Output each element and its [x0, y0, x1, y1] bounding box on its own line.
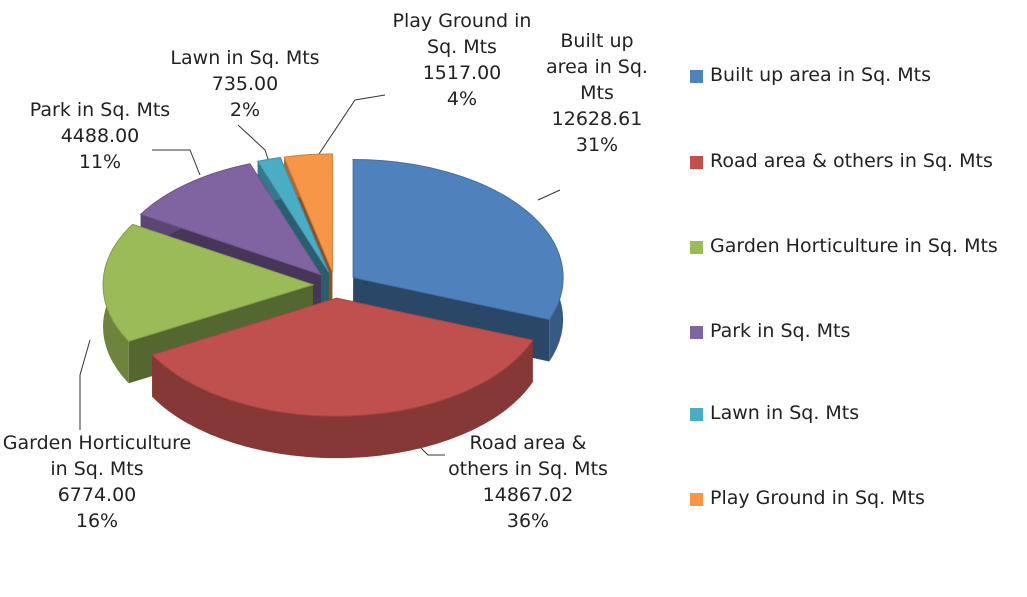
data-label-name: Park in Sq. Mts — [29, 99, 171, 121]
data-label-percent: 11% — [78, 151, 122, 173]
slice — [352, 159, 564, 321]
slice-rim — [152, 340, 533, 459]
legend-item: Garden Horticulture in Sq. Mts — [690, 233, 1027, 260]
data-label-name: Built up area in Sq. Mts — [546, 30, 648, 104]
data-label: Road area & others in Sq. Mts 14867.02 36% — [443, 430, 613, 534]
legend-label: Park in Sq. Mts — [710, 320, 851, 342]
data-label-name: Lawn in Sq. Mts — [170, 47, 320, 69]
legend-item: Lawn in Sq. Mts — [690, 400, 1027, 427]
data-label-percent: 4% — [446, 88, 478, 110]
slice — [102, 223, 315, 342]
legend-swatch — [690, 241, 703, 254]
leader-line — [314, 94, 386, 161]
data-label-percent: 31% — [575, 134, 619, 156]
legend-label: Garden Horticulture in Sq. Mts — [710, 235, 998, 257]
data-label-name: Garden Horticulture in Sq. Mts — [2, 432, 192, 480]
slice — [283, 153, 333, 273]
legend-label: Lawn in Sq. Mts — [710, 402, 860, 424]
slice — [139, 163, 323, 276]
data-label-value: 4488.00 — [60, 125, 140, 147]
leader-line — [537, 189, 561, 201]
leader-lines — [79, 94, 561, 456]
data-label: Built up area in Sq. Mts 12628.61 31% — [537, 28, 657, 158]
leader-line — [152, 149, 201, 176]
legend-item: Park in Sq. Mts — [690, 318, 1027, 345]
data-label-name: Play Ground in Sq. Mts — [392, 10, 532, 58]
data-label-value: 12628.61 — [551, 108, 643, 130]
slice — [151, 297, 534, 417]
data-label-value: 735.00 — [211, 73, 279, 95]
data-label-name: Road area & others in Sq. Mts — [448, 432, 608, 480]
legend-swatch — [690, 156, 703, 169]
legend-swatch — [690, 326, 703, 339]
legend-label: Built up area in Sq. Mts — [710, 64, 931, 86]
data-label-value: 1517.00 — [422, 62, 502, 84]
data-label: Lawn in Sq. Mts 735.00 2% — [150, 45, 340, 123]
legend-label: Road area & others in Sq. Mts — [710, 150, 993, 172]
data-label: Garden Horticulture in Sq. Mts 6774.00 16% — [2, 430, 192, 534]
legend-swatch — [690, 493, 703, 506]
data-label: Play Ground in Sq. Mts 1517.00 4% — [377, 8, 547, 112]
legend-item: Road area & others in Sq. Mts — [690, 148, 1027, 175]
data-label-percent: 16% — [75, 510, 119, 532]
data-label-value: 6774.00 — [57, 484, 137, 506]
slice — [256, 156, 330, 273]
data-label-value: 14867.02 — [482, 484, 574, 506]
data-label-percent: 2% — [229, 99, 261, 121]
legend-label: Play Ground in Sq. Mts — [710, 487, 925, 509]
legend-swatch — [690, 408, 703, 421]
leader-line — [79, 339, 91, 430]
legend-item: Play Ground in Sq. Mts — [690, 485, 1027, 512]
legend-item: Built up area in Sq. Mts — [690, 62, 1027, 89]
leader-line — [237, 124, 271, 166]
legend-swatch — [690, 70, 703, 83]
data-label-percent: 36% — [506, 510, 550, 532]
data-label: Park in Sq. Mts 4488.00 11% — [10, 97, 190, 175]
